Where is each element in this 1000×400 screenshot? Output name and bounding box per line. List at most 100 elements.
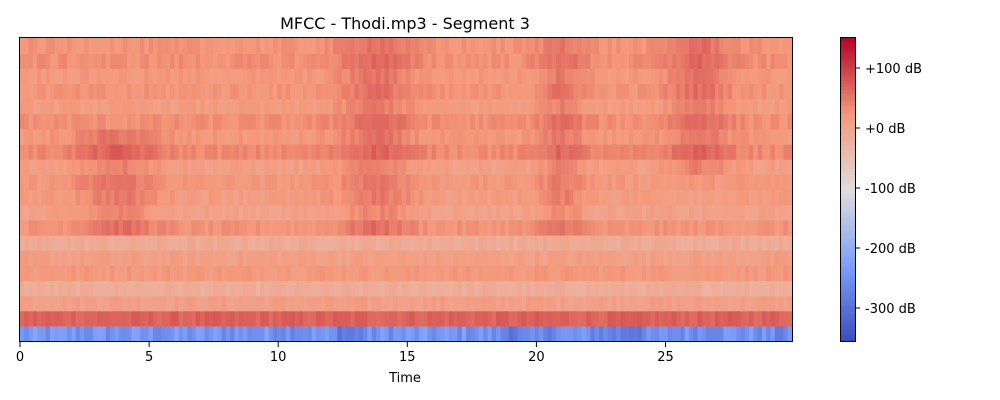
colorbar-tick-label: +100 dB [865, 62, 922, 77]
heatmap-cell [620, 68, 626, 85]
heatmap-cell [508, 280, 514, 297]
heatmap-cell [568, 53, 574, 69]
heatmap-cell [135, 265, 141, 281]
heatmap-cell [161, 174, 167, 191]
heatmap-cell [474, 234, 480, 251]
heatmap-cell [590, 38, 596, 54]
heatmap-cell [114, 128, 120, 145]
heatmap-cell [217, 83, 223, 100]
heatmap-cell [97, 280, 103, 297]
colorbar-segment [841, 228, 855, 233]
heatmap-cell [45, 83, 51, 100]
heatmap-cell [71, 295, 77, 312]
heatmap-cell [200, 310, 206, 327]
heatmap-cell [350, 68, 356, 85]
heatmap-cell [564, 53, 570, 69]
heatmap-cell [427, 234, 433, 251]
heatmap-cell [204, 83, 210, 100]
heatmap-cell [182, 38, 188, 54]
heatmap-cell [491, 219, 497, 236]
heatmap-cell [701, 189, 707, 206]
heatmap-cell [564, 234, 570, 251]
heatmap-cell [170, 295, 175, 312]
heatmap-cell [307, 295, 313, 312]
heatmap-cell [371, 53, 377, 69]
heatmap-cell [410, 144, 416, 160]
heatmap-cell [779, 234, 785, 251]
heatmap-cell [620, 310, 626, 327]
heatmap-cell [84, 310, 90, 327]
heatmap-cell [701, 159, 707, 175]
heatmap-cell [706, 250, 712, 266]
heatmap-cell [534, 310, 540, 327]
colorbar-segment [841, 316, 855, 321]
heatmap-cell [114, 325, 120, 342]
heatmap-cell [380, 265, 386, 281]
heatmap-cell [255, 38, 261, 54]
heatmap-cell [637, 174, 643, 191]
heatmap-cell [440, 174, 446, 191]
heatmap-cell [607, 234, 613, 251]
heatmap-cell [689, 128, 694, 145]
heatmap-cell [551, 128, 557, 145]
heatmap-cell [101, 144, 107, 160]
heatmap-cell [676, 174, 682, 191]
heatmap-cell [547, 38, 553, 54]
heatmap-cell [140, 280, 145, 297]
heatmap-cell [736, 250, 742, 266]
heatmap-cell [62, 98, 68, 115]
heatmap-cell [363, 144, 368, 160]
heatmap-cell [345, 83, 351, 100]
colorbar-segment [841, 65, 855, 69]
heatmap-cell [414, 219, 420, 236]
heatmap-cell [761, 295, 767, 312]
heatmap-cell [551, 295, 557, 312]
heatmap-cell [616, 295, 622, 312]
heatmap-cell [324, 53, 330, 69]
heatmap-cell [277, 310, 283, 327]
heatmap-cell [298, 189, 304, 206]
heatmap-cell [534, 128, 540, 145]
heatmap-cell [757, 113, 763, 130]
heatmap-cell [646, 159, 652, 175]
heatmap-cell [315, 295, 321, 312]
heatmap-cell [534, 234, 540, 251]
heatmap-cell [693, 113, 699, 130]
heatmap-cell [144, 174, 150, 191]
heatmap-cell [67, 204, 73, 221]
heatmap-cell [659, 159, 664, 175]
heatmap-cell [101, 234, 107, 251]
heatmap-cell [774, 53, 780, 69]
heatmap-cell [354, 113, 360, 130]
heatmap-cell [397, 128, 403, 145]
heatmap-cell [650, 159, 656, 175]
heatmap-cell [719, 144, 724, 160]
heatmap-cell [213, 219, 218, 236]
heatmap-cell [577, 159, 583, 175]
heatmap-cell [749, 174, 754, 191]
heatmap-cell [436, 128, 441, 145]
heatmap-cell [487, 68, 493, 85]
heatmap-cell [328, 204, 334, 221]
heatmap-cell [564, 98, 570, 115]
heatmap-cell [581, 174, 587, 191]
heatmap-cell [191, 113, 197, 130]
heatmap-cell [268, 113, 274, 130]
heatmap-cell [208, 310, 214, 327]
heatmap-cell [195, 189, 201, 206]
heatmap-cell [616, 68, 622, 85]
heatmap-cell [281, 98, 287, 115]
heatmap-cell [496, 189, 501, 206]
heatmap-cell [616, 265, 622, 281]
heatmap-cell [680, 68, 686, 85]
heatmap-cell [311, 98, 317, 115]
heatmap-cell [517, 280, 523, 297]
heatmap-cell [182, 113, 188, 130]
heatmap-cell [367, 128, 373, 145]
heatmap-cell [487, 265, 493, 281]
heatmap-cell [757, 83, 763, 100]
heatmap-cell [423, 83, 429, 100]
heatmap-cell [461, 53, 467, 69]
heatmap-cell [697, 113, 703, 130]
heatmap-cell [341, 204, 347, 221]
